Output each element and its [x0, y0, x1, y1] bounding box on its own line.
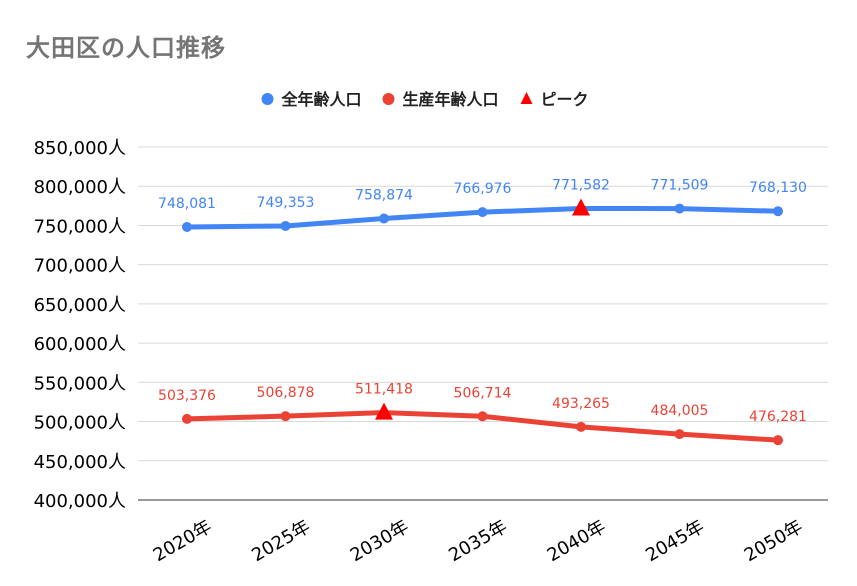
x-tick-label: 2035年	[445, 516, 511, 566]
data-label: 768,130	[749, 180, 807, 196]
y-tick-label: 400,000人	[34, 491, 126, 512]
y-tick-label: 850,000人	[34, 138, 126, 159]
peak-marker	[572, 198, 590, 216]
y-axis-ticks: 850,000人 800,000人 750,000人 700,000人 650,000人…	[34, 138, 126, 512]
data-label: 748,081	[158, 196, 216, 212]
data-point	[477, 207, 488, 218]
data-point	[674, 429, 685, 440]
data-point	[477, 411, 488, 422]
data-label: 484,005	[651, 403, 709, 419]
legend-marker	[382, 93, 395, 105]
data-label: 506,714	[454, 385, 512, 401]
data-label: 766,976	[454, 181, 512, 197]
y-tick-label: 500,000人	[34, 413, 126, 434]
legend-marker	[520, 92, 533, 104]
data-point	[379, 213, 389, 224]
data-label: 758,874	[355, 187, 413, 203]
x-tick-label: 2025年	[248, 516, 314, 566]
legend-label: ピーク	[541, 90, 589, 109]
y-tick-label: 650,000人	[34, 295, 126, 316]
grid-lines	[138, 146, 828, 501]
data-point	[773, 206, 783, 217]
chart-title: 大田区の人口推移	[26, 34, 226, 62]
data-point	[182, 221, 192, 232]
data-point	[280, 220, 291, 231]
data-label: 771,509	[651, 178, 709, 194]
x-axis-ticks: 2020年 2025年 2030年 2035年 2040年 2045年 2050年	[150, 516, 807, 566]
x-tick-label: 2045年	[642, 516, 708, 566]
data-labels: 748,081 749,353 758,874 766,976 771,582 771,5…	[158, 178, 807, 426]
data-label: 511,418	[355, 382, 413, 398]
legend-label: 全年齢人口	[281, 90, 362, 109]
x-tick-label: 2050年	[741, 516, 807, 566]
y-tick-label: 550,000人	[34, 373, 126, 394]
x-tick-label: 2020年	[150, 516, 216, 566]
legend-marker	[261, 93, 274, 105]
data-label: 476,281	[749, 409, 807, 425]
data-point	[280, 411, 291, 422]
data-point	[576, 421, 586, 432]
x-tick-label: 2040年	[544, 516, 610, 566]
y-tick-label: 750,000人	[34, 216, 126, 237]
series-lines	[182, 198, 783, 446]
peak-marker	[375, 402, 393, 420]
data-label: 506,878	[257, 385, 315, 401]
y-tick-label: 800,000人	[34, 177, 126, 198]
data-label: 771,582	[552, 178, 610, 194]
legend: 全年齢人口 生産年齢人口 ピーク	[261, 90, 589, 109]
data-point	[674, 203, 685, 214]
y-tick-label: 600,000人	[34, 334, 126, 355]
data-label: 503,376	[158, 388, 216, 404]
data-point	[773, 435, 783, 446]
y-tick-label: 450,000人	[34, 452, 126, 473]
legend-label: 生産年齢人口	[403, 90, 499, 109]
data-label: 749,353	[257, 195, 315, 211]
x-tick-label: 2030年	[347, 516, 413, 566]
data-point	[182, 413, 192, 424]
data-label: 493,265	[552, 396, 610, 412]
y-tick-label: 700,000人	[34, 256, 126, 277]
